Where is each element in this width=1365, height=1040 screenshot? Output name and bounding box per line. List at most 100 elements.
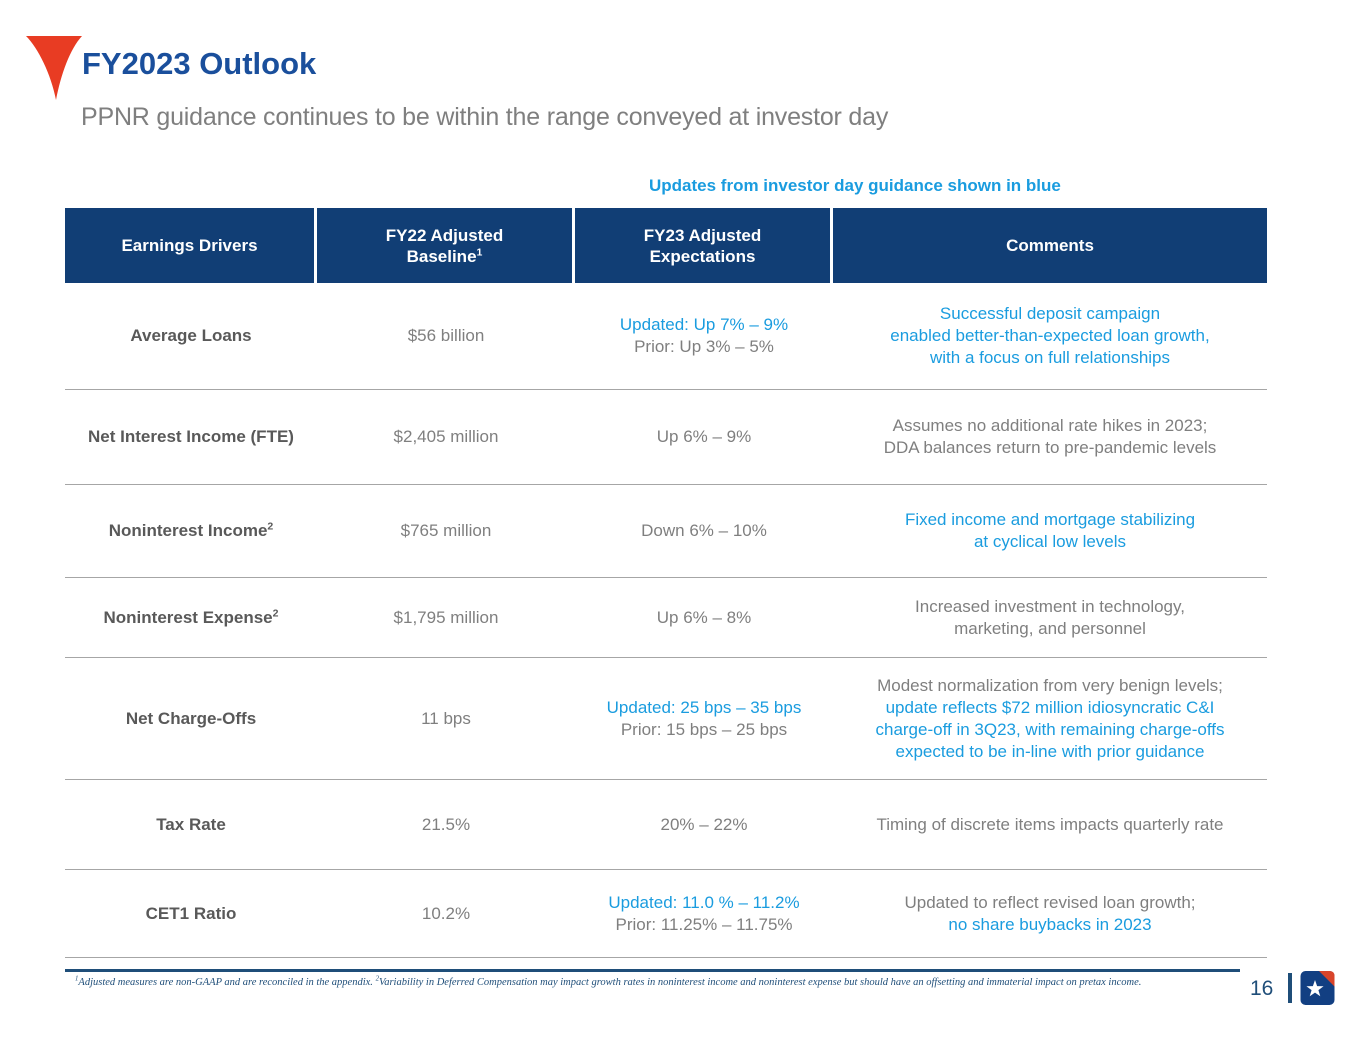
- table-header-row: Earnings Drivers FY22 Adjusted Baseline1…: [65, 208, 1267, 283]
- expectation-cell: Updated: Up 7% – 9% Prior: Up 3% – 5%: [575, 283, 833, 389]
- comment-cell: Successful deposit campaign enabled bette…: [833, 283, 1267, 389]
- comment-cell: Fixed income and mortgage stabilizing at …: [833, 485, 1267, 577]
- expectation-line: Updated: 25 bps – 35 bps: [606, 697, 802, 717]
- comment-line: Timing of discrete items impacts quarter…: [876, 814, 1224, 834]
- table-row: Tax Rate 21.5% 20% – 22% Timing of discrete…: [65, 780, 1267, 870]
- footnote-text: Variability in Deferred Compensation may…: [378, 977, 1142, 988]
- comment-line: Increased investment in technology,: [915, 596, 1185, 616]
- header-line: Baseline: [406, 246, 477, 266]
- table-row: Net Charge-Offs 11 bps Updated: 25 bps – 3…: [65, 658, 1267, 780]
- expectation-cell: Down 6% – 10%: [575, 485, 833, 577]
- comment-line: charge-off in 3Q23, with remaining charg…: [875, 719, 1225, 739]
- driver-label: CET1 Ratio: [145, 903, 237, 923]
- baseline-value: $765 million: [400, 521, 492, 540]
- expectation-cell: Up 6% – 9%: [575, 390, 833, 484]
- expectation-line: Down 6% – 10%: [641, 521, 767, 540]
- company-star-logo: [1300, 971, 1335, 1005]
- driver-label: Net Interest Income (FTE): [88, 427, 294, 446]
- comment-line: expected to be in-line with prior guidan…: [895, 741, 1205, 761]
- footnote-text: Adjusted measures are non-GAAP and are r…: [78, 977, 376, 988]
- comment-line: Successful deposit campaign: [939, 304, 1161, 323]
- header-superscript: 1: [476, 245, 483, 258]
- baseline-cell: $2,405 million: [317, 390, 575, 484]
- expectation-line: Up 6% – 9%: [656, 427, 752, 446]
- driver-cell: Average Loans: [65, 283, 317, 389]
- expectation-cell: 20% – 22%: [575, 780, 833, 869]
- comment-line: marketing, and personnel: [954, 618, 1146, 638]
- driver-cell: Net Charge-Offs: [65, 658, 317, 779]
- comment-line: Assumes no additional rate hikes in 2023…: [892, 416, 1208, 435]
- col-header-fy22-baseline: FY22 Adjusted Baseline1: [317, 208, 575, 283]
- driver-label: Noninterest Expense2: [103, 606, 279, 627]
- page-subtitle: PPNR guidance continues to be within the…: [81, 103, 889, 131]
- header-line: FY22 Adjusted: [385, 225, 504, 245]
- updates-note: Updates from investor day guidance shown…: [649, 176, 1061, 195]
- baseline-cell: $1,795 million: [317, 578, 575, 657]
- driver-cell: Noninterest Expense2: [65, 578, 317, 657]
- comment-line: DDA balances return to pre-pandemic leve…: [883, 438, 1217, 457]
- header-line: Expectations: [649, 246, 756, 266]
- page-number-divider: [1288, 973, 1292, 1003]
- header-line: Earnings Drivers: [121, 236, 258, 255]
- col-header-comments: Comments: [833, 208, 1267, 283]
- table-row: Noninterest Income2 $765 million Down 6% –…: [65, 485, 1267, 578]
- header-line: FY23 Adjusted: [643, 225, 762, 245]
- driver-cell: Net Interest Income (FTE): [65, 390, 317, 484]
- expectation-cell: Up 6% – 8%: [575, 578, 833, 657]
- comment-cell: Increased investment in technology, marke…: [833, 578, 1267, 657]
- driver-cell: CET1 Ratio: [65, 870, 317, 957]
- expectation-cell: Updated: 11.0 % – 11.2% Prior: 11.25% – 1…: [575, 870, 833, 957]
- table-row: Average Loans $56 billion Updated: Up 7% –…: [65, 283, 1267, 390]
- comment-line: Updated to reflect revised loan growth;: [904, 892, 1196, 912]
- table-body: Average Loans $56 billion Updated: Up 7% –…: [65, 283, 1267, 958]
- comment-cell: Assumes no additional rate hikes in 2023…: [833, 390, 1267, 484]
- comment-line: Modest normalization from very benign le…: [877, 675, 1223, 695]
- expectation-line: Up 6% – 8%: [656, 607, 752, 627]
- baseline-value: $56 billion: [407, 326, 485, 345]
- comment-line: update reflects $72 million idiosyncrati…: [885, 697, 1215, 717]
- table-row: Noninterest Expense2 $1,795 million Up 6% …: [65, 578, 1267, 658]
- expectation-line: Prior: 11.25% – 11.75%: [615, 914, 793, 934]
- comment-line: at cyclical low levels: [973, 532, 1127, 551]
- baseline-cell: 11 bps: [317, 658, 575, 779]
- comment-line: enabled better-than-expected loan growth…: [890, 326, 1210, 345]
- baseline-value: $2,405 million: [393, 427, 499, 446]
- baseline-cell: 10.2%: [317, 870, 575, 957]
- comment-line: no share buybacks in 2023: [948, 914, 1152, 934]
- table-row: CET1 Ratio 10.2% Updated: 11.0 % – 11.2% Pr…: [65, 870, 1267, 958]
- comment-cell: Timing of discrete items impacts quarter…: [833, 780, 1267, 869]
- footnote-superscript: 2: [375, 975, 379, 983]
- red-pennant-icon: [26, 36, 82, 100]
- expectation-line: Prior: Up 3% – 5%: [634, 337, 774, 356]
- comment-cell: Updated to reflect revised loan growth; n…: [833, 870, 1267, 957]
- expectation-cell: Updated: 25 bps – 35 bps Prior: 15 bps – …: [575, 658, 833, 779]
- driver-label: Noninterest Income2: [108, 520, 274, 540]
- driver-label: Average Loans: [130, 326, 252, 345]
- comment-cell: Modest normalization from very benign le…: [833, 658, 1267, 779]
- baseline-value: 10.2%: [421, 903, 471, 923]
- driver-superscript: 2: [267, 520, 274, 533]
- expectation-line: 20% – 22%: [660, 814, 748, 834]
- baseline-value: 11 bps: [421, 708, 471, 728]
- page-title: FY2023 Outlook: [82, 46, 317, 81]
- expectation-line: Prior: 15 bps – 25 bps: [620, 719, 788, 739]
- earnings-table: Earnings Drivers FY22 Adjusted Baseline1…: [65, 208, 1267, 958]
- driver-label: Tax Rate: [156, 814, 226, 834]
- expectation-line: Updated: 11.0 % – 11.2%: [608, 892, 800, 912]
- baseline-cell: 21.5%: [317, 780, 575, 869]
- comment-line: with a focus on full relationships: [929, 348, 1171, 367]
- page-number: 16: [1250, 977, 1274, 1000]
- baseline-value: $1,795 million: [393, 607, 499, 627]
- baseline-cell: $765 million: [317, 485, 575, 577]
- comment-line: Fixed income and mortgage stabilizing: [904, 510, 1196, 529]
- driver-superscript: 2: [272, 606, 279, 619]
- driver-cell: Noninterest Income2: [65, 485, 317, 577]
- driver-cell: Tax Rate: [65, 780, 317, 869]
- driver-label: Net Charge-Offs: [125, 708, 257, 728]
- col-header-earnings-drivers: Earnings Drivers: [65, 208, 317, 283]
- footnote: 1Adjusted measures are non-GAAP and are …: [75, 975, 1225, 988]
- header-line: Comments: [1006, 236, 1094, 255]
- baseline-value: 21.5%: [421, 814, 471, 834]
- table-row: Net Interest Income (FTE) $2,405 million U…: [65, 390, 1267, 485]
